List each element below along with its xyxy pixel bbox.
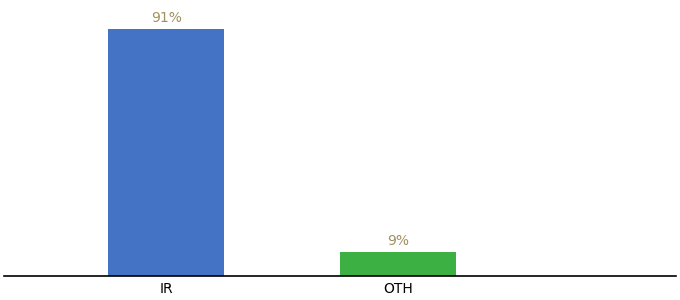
- Text: 91%: 91%: [151, 11, 182, 25]
- Bar: [340, 252, 456, 276]
- Text: 9%: 9%: [387, 234, 409, 248]
- Bar: [108, 29, 224, 276]
